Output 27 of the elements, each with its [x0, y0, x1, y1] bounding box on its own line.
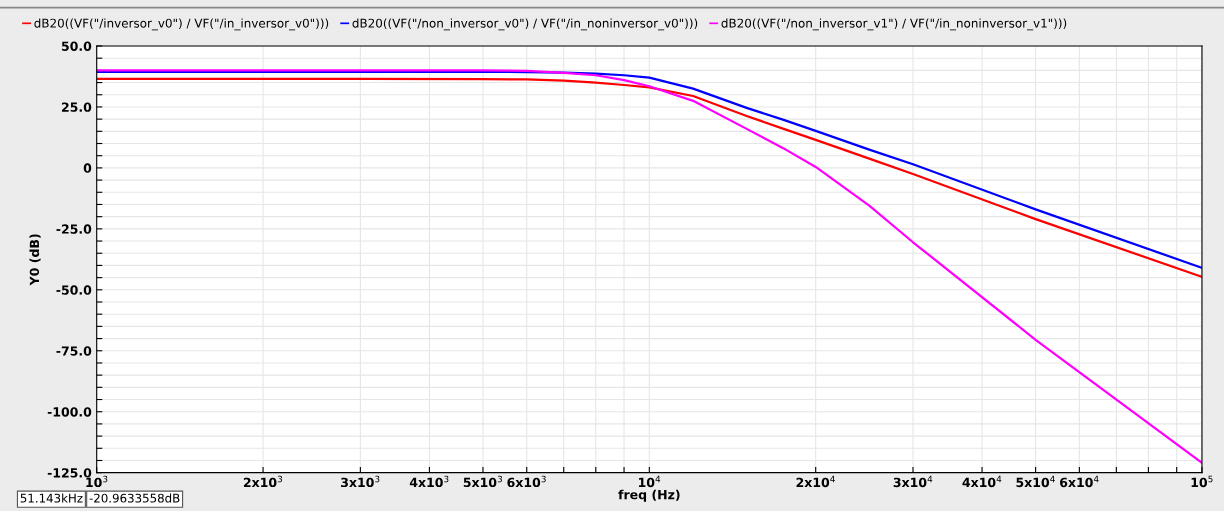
y-tick-label: -50.0: [56, 285, 92, 295]
x-tick-label: 3x10$^{4}$: [893, 475, 933, 488]
y-axis-title: Y0 (dB): [29, 234, 41, 286]
text: 51.143kHz: [20, 493, 83, 503]
y-tick-label: -100.0: [47, 407, 92, 417]
text: -20.9633558dB: [89, 493, 180, 503]
legend-label: dB20((VF("/inversor_v0") / VF("/in_inversor_v0"))): [34, 18, 329, 31]
y-tick-label: -125.0: [47, 468, 92, 478]
x-tick-label: 6x10$^{4}$: [1060, 475, 1099, 488]
x-tick-label: 2x10$^{4}$: [796, 475, 835, 488]
x-tick-label: 5x10$^{4}$: [1016, 475, 1055, 488]
x-tick-label: 10$^{5}$: [1191, 475, 1213, 488]
x-tick-label: 10$^{4}$: [638, 475, 661, 488]
y-tick-label: 0: [83, 163, 92, 173]
x-tick-label: 4x10$^{3}$: [409, 475, 449, 488]
x-tick-label: 4x10$^{4}$: [962, 475, 1002, 488]
x-tick-label: 6x10$^{3}$: [507, 475, 546, 488]
legend-label: dB20((VF("/non_inversor_v0") / VF("/in_noninversor_v0"))): [352, 18, 698, 31]
y-tick-label: 25.0: [61, 102, 92, 112]
x-tick-label: 2x10$^{3}$: [243, 475, 283, 488]
x-tick-label: 3x10$^{3}$: [341, 475, 380, 488]
y-tick-label: 50.0: [61, 41, 92, 51]
x-axis-title: freq (Hz): [618, 489, 680, 502]
y-tick-label: -75.0: [56, 346, 92, 356]
legend-label: dB20((VF("/non_inversor_v1") / VF("/in_noninversor_v1"))): [721, 18, 1067, 31]
x-tick-label: 5x10$^{3}$: [463, 475, 502, 488]
y-tick-label: -25.0: [56, 224, 92, 234]
